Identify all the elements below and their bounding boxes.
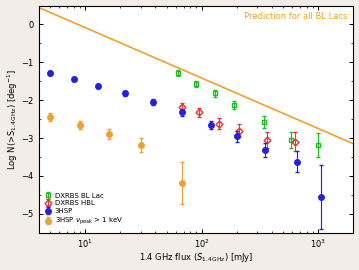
Text: Prediction for all BL Lacs: Prediction for all BL Lacs <box>244 12 347 21</box>
Legend: DXRBS BL Lac, DXRBS HBL, 3HSP, 3HSP $\nu_{\rm peak}$ > 1 keV: DXRBS BL Lac, DXRBS HBL, 3HSP, 3HSP $\nu… <box>42 190 125 229</box>
Y-axis label: Log N(>S$_{1.4\,\mathrm{GHz}}$) [deg$^{-1}$]: Log N(>S$_{1.4\,\mathrm{GHz}}$) [deg$^{-… <box>5 69 20 170</box>
X-axis label: 1.4 GHz flux $(S_{1.4\,\mathrm{GHz}})$ [mJy]: 1.4 GHz flux $(S_{1.4\,\mathrm{GHz}})$ [… <box>139 251 253 264</box>
